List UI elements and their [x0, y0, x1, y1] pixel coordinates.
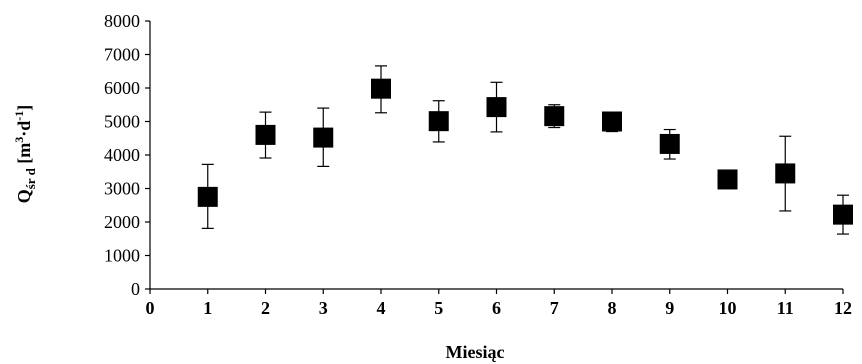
- x-tick-label: 0: [146, 298, 155, 318]
- data-points: [197, 78, 853, 225]
- y-axis-title-unit-mid: ·d: [14, 121, 34, 137]
- y-axis-title-unit-sup1: 3: [12, 137, 26, 143]
- x-axis-title: Miesiąc: [446, 342, 505, 362]
- x-tick-label: 1: [203, 298, 212, 318]
- data-point: [313, 127, 334, 148]
- data-point: [544, 106, 565, 127]
- data-point: [486, 97, 507, 118]
- y-tick-label: 2000: [104, 212, 140, 232]
- y-tick-label: 3000: [104, 179, 140, 199]
- y-axis-title-unit-open: [m: [14, 143, 34, 169]
- x-axis: 0 1 2 3 4 5 6 7 8 9 10 11 12: [146, 288, 852, 318]
- y-axis-title-sub: śr d: [23, 167, 38, 189]
- y-tick-label: 5000: [104, 112, 140, 132]
- y-tick-label: 7000: [104, 45, 140, 65]
- data-point: [255, 124, 276, 145]
- y-tick-label: 8000: [104, 11, 140, 31]
- y-axis-title-main: Q: [14, 189, 34, 203]
- data-point: [659, 133, 680, 154]
- y-tick-label: 6000: [104, 78, 140, 98]
- y-tick-label: 1000: [104, 246, 140, 266]
- x-tick-label: 3: [319, 298, 328, 318]
- x-tick-label: 5: [434, 298, 443, 318]
- x-tick-label: 12: [834, 298, 852, 318]
- x-tick-label: 9: [665, 298, 674, 318]
- data-point: [833, 204, 853, 225]
- x-tick-label: 8: [608, 298, 617, 318]
- x-tick-label: 2: [261, 298, 270, 318]
- y-axis-title-unit-close: ]: [14, 105, 34, 111]
- x-tick-label: 10: [719, 298, 737, 318]
- x-tick-label: 11: [777, 298, 794, 318]
- y-tick-label: 4000: [104, 145, 140, 165]
- data-point: [197, 186, 218, 207]
- y-axis-title: Qśr d [m3·d-1]: [12, 105, 38, 204]
- data-point: [717, 169, 738, 190]
- data-point: [775, 163, 796, 184]
- y-axis-title-unit-sup2: -1: [12, 111, 26, 121]
- x-tick-label: 6: [492, 298, 501, 318]
- y-axis: 0 1000 2000 3000 4000 5000 6000 7000 8000: [104, 11, 151, 299]
- x-tick-label: 4: [377, 298, 386, 318]
- x-tick-label: 7: [550, 298, 559, 318]
- data-point: [428, 111, 449, 132]
- data-point: [371, 78, 391, 99]
- data-point: [602, 111, 622, 132]
- error-bars: [201, 65, 849, 235]
- y-tick-label: 0: [131, 279, 140, 299]
